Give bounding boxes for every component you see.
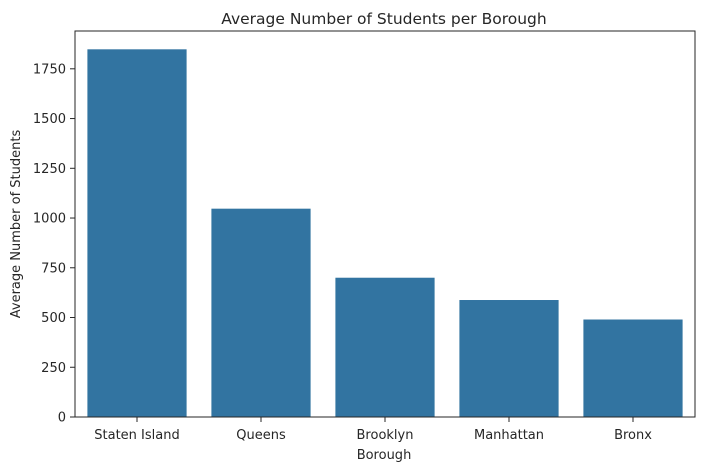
y-axis-ticks: 0 250 500 750 1000 1250 1500 1750: [33, 62, 75, 426]
chart-title: Average Number of Students per Borough: [221, 10, 546, 28]
y-tick-label: 1500: [33, 112, 66, 127]
x-tick-label: Queens: [236, 428, 286, 443]
x-axis-label: Borough: [357, 448, 412, 463]
y-tick-label: 1000: [33, 212, 66, 227]
x-tick-label: Brooklyn: [357, 428, 414, 443]
y-tick-label: 500: [41, 311, 66, 326]
bar-staten-island: [87, 49, 187, 418]
y-tick-label: 0: [58, 411, 66, 426]
plot-frame: [74, 30, 696, 418]
y-tick-label: 1750: [33, 62, 66, 77]
y-tick-label: 1250: [33, 162, 66, 177]
x-tick-label: Bronx: [614, 428, 652, 443]
bar-bronx: [583, 319, 683, 417]
bar-manhattan: [459, 300, 559, 417]
bar-queens: [211, 208, 311, 417]
x-axis-ticks: Staten Island Queens Brooklyn Manhattan Bron…: [94, 417, 652, 443]
x-tick-label: Manhattan: [474, 428, 544, 443]
y-tick-label: 250: [41, 361, 66, 376]
y-tick-label: 750: [41, 261, 66, 276]
y-axis-label: Average Number of Students: [9, 130, 24, 319]
bars-group: [87, 49, 683, 418]
x-tick-label: Staten Island: [94, 428, 179, 443]
bar-brooklyn: [335, 277, 435, 417]
